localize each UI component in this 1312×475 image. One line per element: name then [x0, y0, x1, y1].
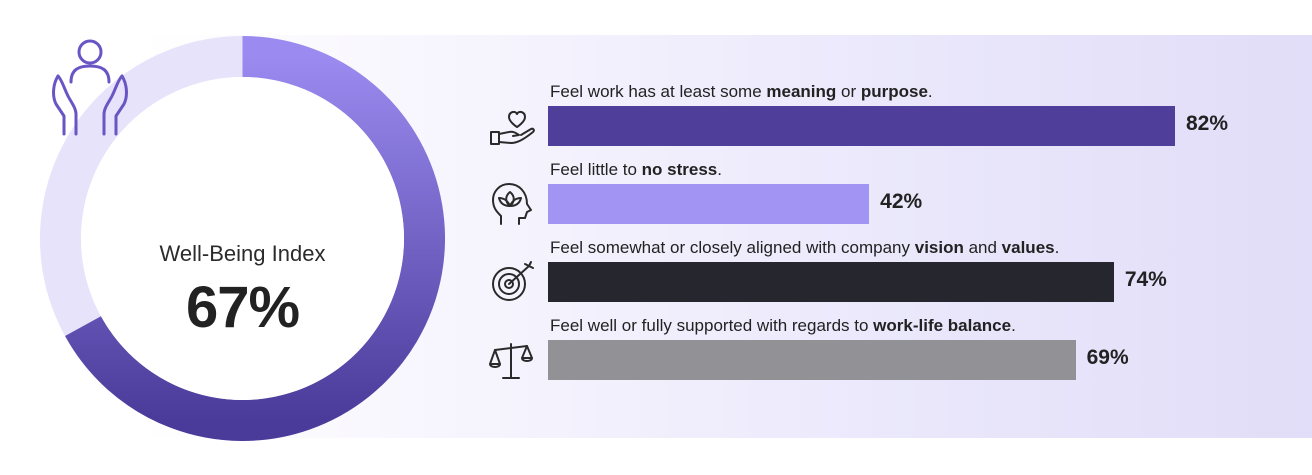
row-label: Feel little to no stress. [550, 160, 722, 180]
label-text: Feel somewhat or closely aligned with co… [550, 238, 915, 257]
label-emphasis: work-life balance [873, 316, 1012, 335]
bar-value-label: 82% [1186, 112, 1229, 135]
survey-row: Feel little to no stress. 42% [0, 160, 1312, 230]
label-text: . [1054, 238, 1060, 257]
label-emphasis: no stress [641, 160, 718, 179]
label-emphasis: purpose [860, 82, 928, 101]
donut-fill-arc [65, 36, 445, 441]
label-text: Feel work has at least some [550, 82, 767, 101]
label-text: . [927, 82, 933, 101]
label-text: Feel little to [550, 160, 642, 179]
survey-row: Feel work has at least some meaning or p… [0, 82, 1312, 152]
bar-value-label: 42% [880, 190, 923, 213]
label-emphasis: vision [914, 238, 964, 257]
donut-inner [81, 77, 404, 400]
donut-chart [40, 36, 445, 441]
row-label: Feel well or fully supported with regard… [550, 316, 1016, 336]
target-icon [492, 261, 534, 301]
label-text: . [717, 160, 722, 179]
bar-value-label: 74% [1124, 268, 1167, 291]
bar [548, 340, 1076, 380]
label-emphasis: values [1001, 238, 1055, 257]
bar [548, 262, 1114, 302]
label-text: and [963, 238, 1002, 257]
bar [548, 184, 870, 224]
survey-row: Feel somewhat or closely aligned with co… [0, 238, 1312, 308]
row-label: Feel work has at least some meaning or p… [550, 82, 933, 102]
label-text: . [1011, 316, 1016, 335]
bar-value-label: 69% [1086, 346, 1129, 369]
survey-row: Feel well or fully supported with regard… [0, 316, 1312, 386]
balance-scale-icon [489, 343, 533, 379]
label-text: or [836, 82, 861, 101]
label-text: Feel well or fully supported with regard… [550, 316, 874, 335]
mind-lotus-icon [492, 183, 532, 225]
heart-hand-icon [490, 110, 535, 145]
bar [548, 106, 1175, 146]
row-label: Feel somewhat or closely aligned with co… [550, 238, 1059, 258]
label-emphasis: meaning [766, 82, 837, 101]
